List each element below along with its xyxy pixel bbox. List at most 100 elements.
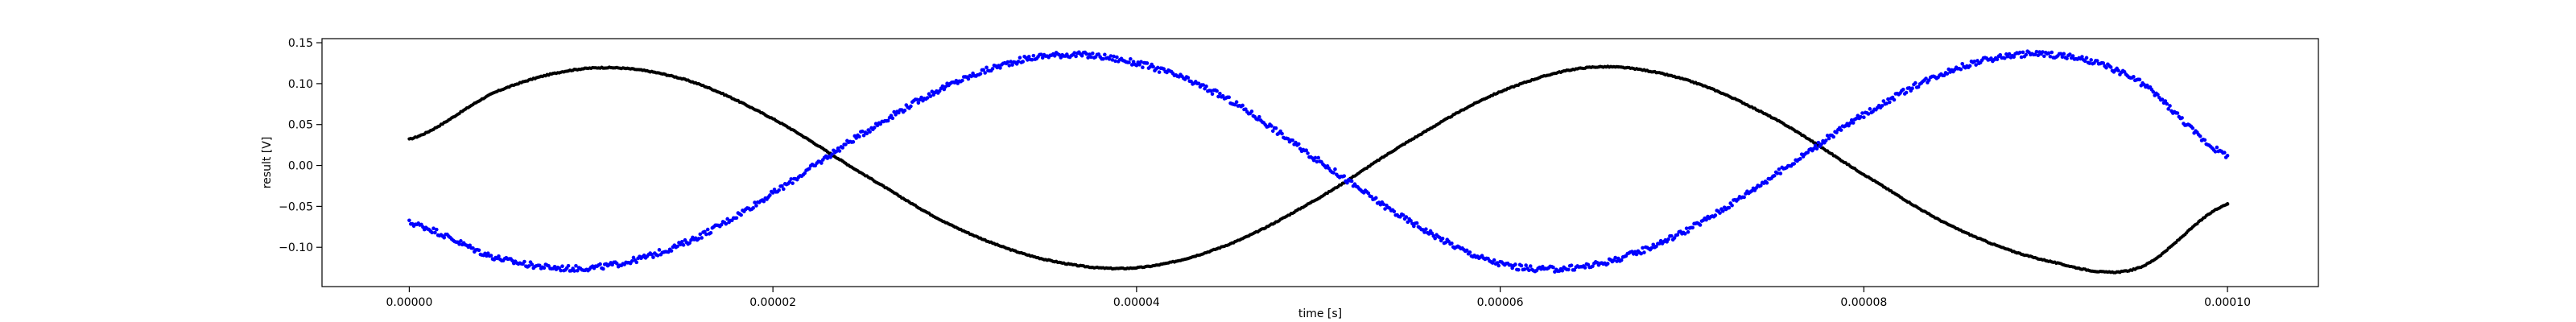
data-point	[789, 177, 794, 181]
data-point	[2225, 202, 2230, 206]
data-point	[1433, 236, 1437, 241]
data-point	[1422, 230, 1426, 234]
data-point	[1765, 180, 1769, 185]
data-point	[1345, 180, 1349, 185]
y-axis-title: result [V]	[261, 137, 274, 189]
data-point	[1426, 232, 1431, 236]
data-point	[1516, 267, 1521, 272]
data-point	[1839, 128, 1843, 132]
data-point	[2041, 50, 2045, 54]
data-point	[1690, 225, 1695, 230]
data-point	[1657, 242, 1662, 246]
data-point	[696, 237, 701, 241]
data-point	[2019, 55, 2024, 60]
data-point	[477, 248, 481, 253]
data-point	[1945, 72, 1950, 76]
data-point	[1257, 114, 1261, 119]
data-point	[2202, 138, 2207, 142]
data-point	[704, 232, 708, 237]
y-tick-label: 0.10	[288, 78, 313, 91]
data-point	[2042, 54, 2046, 59]
data-point	[1113, 59, 1117, 64]
data-point	[2137, 77, 2142, 82]
data-point	[1107, 57, 1112, 61]
data-point	[1651, 242, 1656, 247]
data-point	[669, 249, 674, 253]
data-point	[1759, 184, 1763, 188]
data-point	[1031, 53, 1036, 58]
data-point	[675, 244, 679, 249]
data-point	[1868, 107, 1872, 111]
data-point	[1641, 246, 1645, 250]
data-point	[1304, 148, 1308, 152]
data-point	[1862, 115, 1866, 119]
data-point	[1823, 138, 1828, 142]
data-point	[1881, 99, 1886, 103]
data-point	[2168, 104, 2172, 108]
data-point	[1450, 241, 1454, 246]
data-point	[902, 108, 907, 113]
data-point	[1619, 258, 1624, 262]
y-axis: −0.10 −0.05 0.00 0.05 0.10 0.15	[279, 37, 322, 254]
data-point	[459, 239, 463, 243]
data-point	[1414, 221, 1419, 225]
data-point	[1464, 248, 1469, 253]
data-point	[1216, 94, 1220, 99]
data-point	[1089, 55, 1093, 60]
data-point	[2036, 53, 2041, 58]
data-point	[1468, 250, 1472, 254]
data-point	[657, 248, 662, 252]
data-point	[1924, 76, 1928, 80]
data-point	[2012, 55, 2016, 59]
data-point	[1885, 101, 1889, 105]
data-point	[2033, 52, 2037, 57]
data-point	[2180, 116, 2184, 120]
data-point	[2062, 52, 2066, 56]
data-point	[1654, 244, 1658, 249]
data-point	[703, 229, 707, 234]
data-point	[2084, 56, 2089, 60]
x-tick-label: 0.00002	[749, 296, 796, 309]
data-point	[1816, 140, 1821, 145]
data-point	[698, 232, 703, 237]
data-point	[1186, 76, 1191, 80]
data-point	[1010, 63, 1014, 67]
data-point	[457, 242, 461, 246]
data-point	[983, 71, 987, 75]
data-point	[739, 213, 743, 217]
data-point	[1139, 60, 1143, 64]
data-point	[1072, 51, 1077, 55]
data-point	[2132, 75, 2136, 79]
data-point	[1404, 215, 1409, 219]
data-point	[725, 217, 729, 221]
data-point	[2156, 93, 2160, 97]
data-point	[2198, 134, 2202, 138]
data-point	[1084, 52, 1089, 56]
data-point	[566, 263, 571, 268]
data-point	[1989, 56, 1993, 60]
data-point	[836, 146, 840, 151]
data-point	[1127, 60, 1131, 64]
x-tick-label: 0.00000	[386, 296, 432, 309]
data-point	[1775, 171, 1780, 175]
data-point	[1108, 54, 1113, 58]
data-point	[886, 118, 890, 123]
data-point	[872, 126, 877, 130]
series-layer	[407, 49, 2230, 275]
data-point	[1088, 52, 1092, 56]
y-tick-label: 0.00	[288, 160, 313, 173]
data-point	[1720, 208, 1725, 213]
data-point	[1560, 268, 1565, 273]
data-point	[897, 110, 901, 115]
data-point	[1698, 223, 1703, 227]
data-point	[860, 129, 865, 134]
data-point	[1854, 117, 1859, 121]
data-point	[1145, 61, 1150, 65]
data-point	[1649, 246, 1654, 250]
data-point	[542, 266, 547, 270]
data-point	[2024, 52, 2029, 57]
data-point	[1851, 121, 1856, 125]
x-tick-label: 0.00006	[1477, 296, 1524, 309]
data-point	[1129, 56, 1133, 61]
